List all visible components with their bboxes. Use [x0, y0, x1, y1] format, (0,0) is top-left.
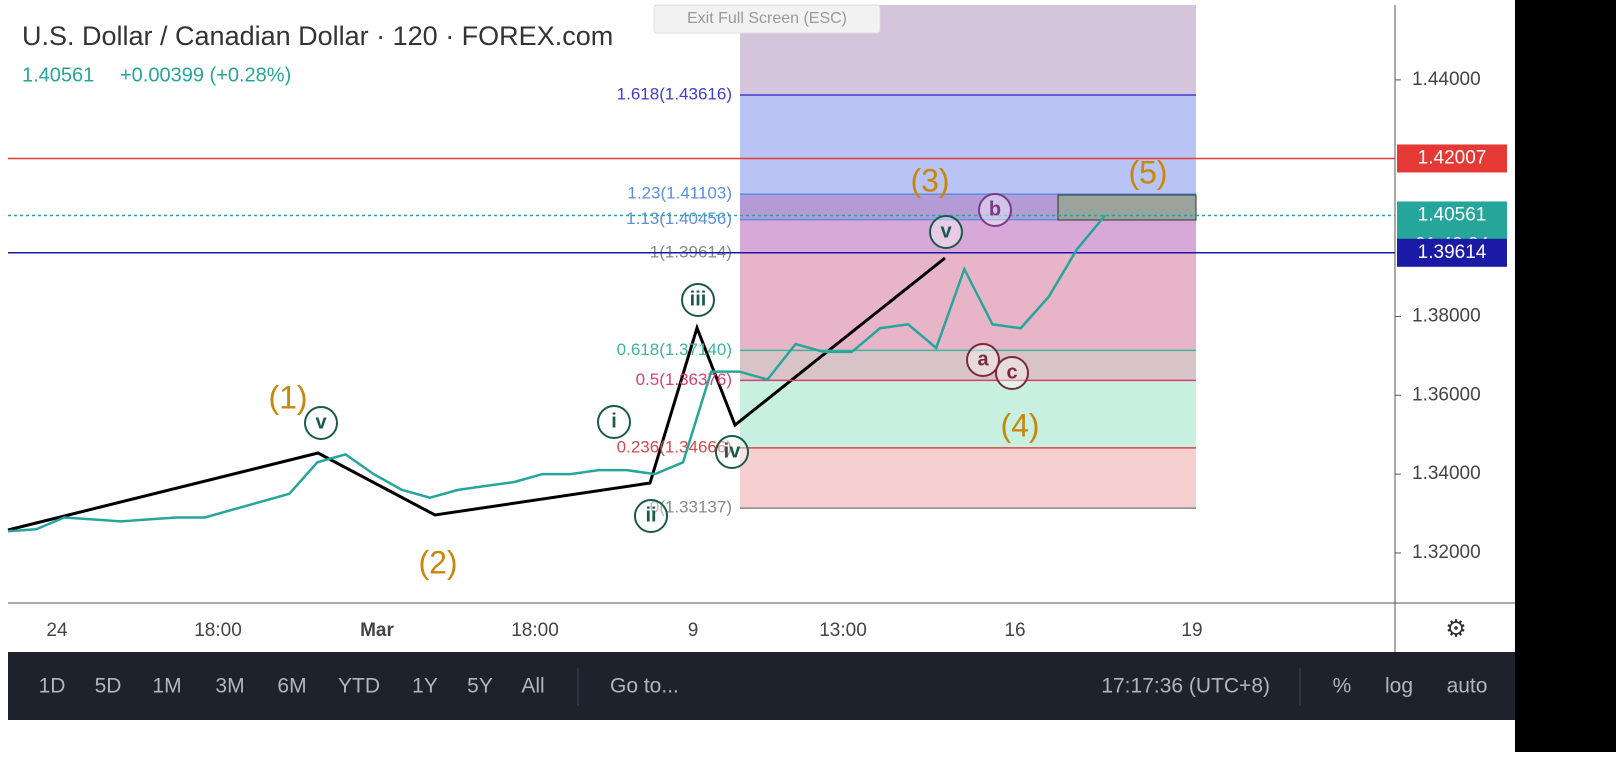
clock: 17:17:36 (UTC+8): [1101, 675, 1270, 698]
change: +0.00399 (+0.28%): [120, 64, 291, 86]
wave-label: (4): [1000, 407, 1039, 443]
scale-option[interactable]: log: [1385, 675, 1413, 698]
wave-label: b: [989, 198, 1001, 220]
range-button[interactable]: 3M: [215, 675, 244, 698]
fib-label: 1.618(1.43616): [617, 85, 732, 104]
wave-label: v: [940, 220, 952, 242]
scale-option[interactable]: auto: [1447, 675, 1488, 698]
range-button[interactable]: 1D: [39, 675, 66, 698]
wave-circle: [978, 193, 1012, 227]
wave-label: i: [611, 410, 617, 432]
x-tick-label: 13:00: [819, 620, 867, 641]
fib-zone: [740, 447, 1196, 509]
y-tick-label: 1.44000: [1412, 69, 1481, 90]
wave-label: (2): [418, 544, 457, 580]
toolbar: [8, 652, 1515, 720]
wave-label: iv: [724, 440, 742, 462]
fib-label: 1.23(1.41103): [627, 184, 732, 203]
y-tick-label: 1.38000: [1412, 305, 1481, 326]
x-tick-label: 9: [688, 620, 699, 641]
fib-label: 0.236(1.34666): [617, 437, 732, 456]
fib-zone: [740, 95, 1196, 195]
range-button[interactable]: All: [521, 675, 544, 698]
range-button[interactable]: 1M: [152, 675, 181, 698]
range-button[interactable]: 6M: [277, 675, 306, 698]
wave-label: a: [977, 348, 989, 370]
wave-label: iii: [690, 288, 707, 310]
range-button[interactable]: 5D: [95, 675, 122, 698]
x-tick-label: 19: [1181, 620, 1202, 641]
price-tag: [1397, 238, 1507, 267]
wave-circle: [634, 499, 668, 533]
wave-label: (3): [910, 162, 949, 198]
wave-line: [7, 256, 946, 532]
wave-circle: [995, 356, 1029, 390]
range-button[interactable]: 5Y: [467, 675, 493, 698]
price: 1.40561: [22, 64, 94, 86]
target-box: [1057, 194, 1197, 221]
wave-circle: [715, 435, 749, 469]
price-tag-label: 1.40561: [1418, 204, 1487, 225]
fib-zones: [740, 5, 1196, 509]
range-button[interactable]: 1Y: [412, 675, 438, 698]
price-tag-label: 1.42007: [1418, 147, 1487, 168]
wave-label: c: [1006, 361, 1017, 383]
fib-label: 1(1.39614): [650, 242, 732, 261]
scale-option[interactable]: %: [1333, 675, 1352, 698]
x-tick-label: 18:00: [511, 620, 559, 641]
exit-button[interactable]: [653, 4, 881, 34]
fib-zone: [740, 219, 1196, 253]
wave-circle: [966, 343, 1000, 377]
wave-label: (5): [1128, 154, 1167, 190]
fib-zone: [740, 380, 1196, 448]
settings-icon[interactable]: ⚙: [1445, 615, 1467, 642]
goto-button[interactable]: Go to...: [610, 675, 679, 698]
x-tick-label: 24: [46, 620, 68, 641]
exit-button-label[interactable]: Exit Full Screen (ESC): [687, 10, 847, 27]
price-series: [7, 214, 1106, 533]
wave-circle: [681, 283, 715, 317]
wave-circle: [597, 405, 631, 439]
range-button[interactable]: YTD: [338, 675, 380, 698]
fib-label: 1.13(1.40456): [626, 209, 732, 228]
fib-label: 0(1.33137): [650, 498, 732, 517]
y-tick-label: 1.32000: [1412, 542, 1481, 563]
title: U.S. Dollar / Canadian Dollar · 120 · FO…: [22, 21, 613, 51]
wave-label: (1): [268, 379, 307, 415]
wave-circle: [304, 406, 338, 440]
x-tick-label: 18:00: [194, 620, 242, 641]
wave-label: v: [315, 411, 327, 433]
y-tick-label: 1.34000: [1412, 463, 1481, 484]
price-tag: [1397, 144, 1507, 173]
fib-label: 0.618(1.37140): [617, 340, 732, 359]
wave-circle: [929, 215, 963, 249]
side-strip: [1515, 0, 1616, 752]
x-tick-label: 16: [1004, 620, 1025, 641]
x-tick-label: Mar: [360, 620, 394, 641]
wave-label: ii: [645, 504, 656, 526]
price-tag-label: 1.39614: [1418, 242, 1487, 263]
y-tick-label: 1.36000: [1412, 384, 1481, 405]
fib-zone: [740, 252, 1196, 351]
